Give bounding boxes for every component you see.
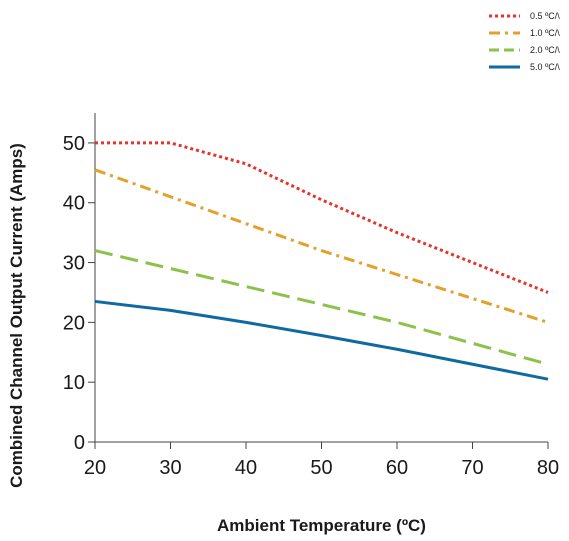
y-tick-label: 0: [74, 432, 85, 454]
series-group: [94, 141, 549, 381]
y-tick-label: 50: [63, 133, 85, 155]
legend-label: 2.0 ºC/\: [530, 45, 560, 55]
x-tick-label: 70: [461, 457, 483, 479]
x-tick-label: 20: [84, 457, 106, 479]
legend-label: 0.5 ºC/\: [530, 11, 560, 21]
x-tick-label: 40: [235, 457, 257, 479]
y-tick-label: 10: [63, 372, 85, 394]
series-line-5-0-c: [94, 299, 549, 381]
legend: 0.5 ºC/\ 1.0 ºC/\ 2.0 ºC/\ 5.0 ºC/\: [489, 11, 560, 72]
axes: 0 10 20 30 40 50 20 30 40 50 60 70 80: [63, 113, 559, 479]
y-tick-label: 30: [63, 253, 85, 275]
x-tick-label: 50: [310, 457, 332, 479]
x-tick-label: 80: [537, 457, 559, 479]
legend-label: 1.0 ºC/\: [530, 28, 560, 38]
legend-label: 5.0 ºC/\: [530, 62, 560, 72]
y-tick-label: 40: [63, 193, 85, 215]
y-axis-title: Combined Channel Output Current (Amps): [7, 143, 26, 488]
series-line-1-0-c: [94, 168, 549, 324]
x-tick-label: 30: [159, 457, 181, 479]
x-axis-title: Ambient Temperature (ºC): [217, 516, 426, 535]
x-tick-label: 60: [386, 457, 408, 479]
y-tick-label: 20: [63, 312, 85, 334]
series-line-2-0-c: [94, 249, 549, 366]
series-line-0-5-c: [95, 141, 549, 294]
